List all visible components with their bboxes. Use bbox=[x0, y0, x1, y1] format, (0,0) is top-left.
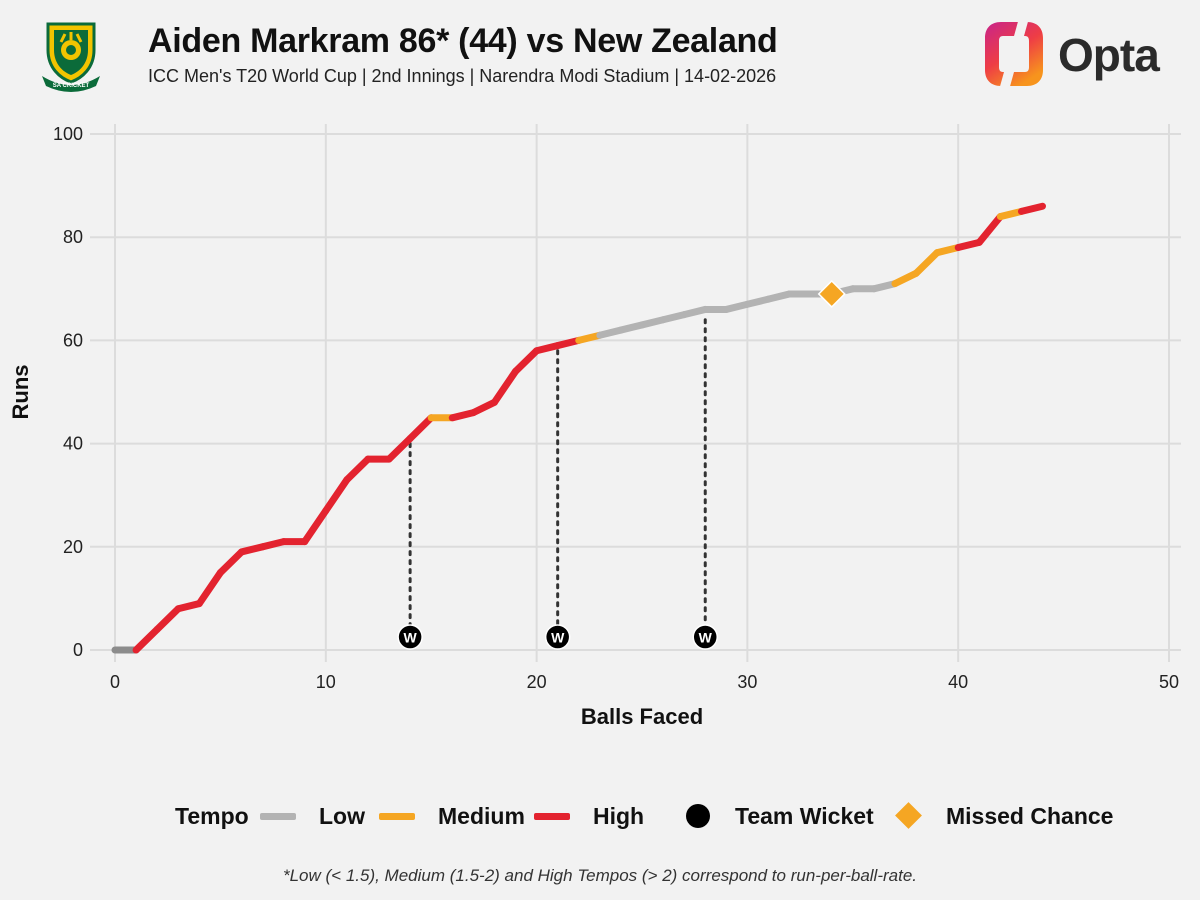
runs-segment-medium bbox=[891, 269, 920, 288]
svg-text:SA CRICKET: SA CRICKET bbox=[53, 83, 90, 89]
y-tick-label: 0 bbox=[73, 640, 83, 660]
runs-segment-high bbox=[406, 414, 435, 442]
runs-segment-high bbox=[512, 347, 541, 375]
runs-segment-high bbox=[343, 455, 372, 484]
team-wicket-marker bbox=[397, 624, 423, 650]
legend-low-label: Low bbox=[319, 803, 365, 829]
runs-segment-medium bbox=[912, 249, 941, 277]
runs-segment-medium bbox=[933, 244, 962, 257]
y-tick-label: 80 bbox=[63, 227, 83, 247]
x-tick-label: 40 bbox=[948, 672, 968, 692]
runs-segment-low bbox=[680, 305, 709, 319]
runs-segment-high bbox=[237, 543, 267, 556]
x-tick-label: 0 bbox=[110, 672, 120, 692]
runs-segment-high bbox=[533, 342, 562, 355]
x-tick-label: 30 bbox=[737, 672, 757, 692]
team-wicket-label: W bbox=[551, 630, 565, 646]
legend-medium-swatch bbox=[379, 813, 415, 820]
legend-wicket-label: Team Wicket bbox=[735, 803, 874, 829]
runs-segment-high bbox=[490, 367, 520, 406]
runs-segment-high bbox=[174, 600, 203, 613]
runs-segment-high bbox=[954, 238, 983, 252]
footnote: *Low (< 1.5), Medium (1.5-2) and High Te… bbox=[282, 866, 918, 885]
page-title: Aiden Markram 86* (44) vs New Zealand bbox=[148, 22, 778, 60]
gridlines bbox=[90, 124, 1181, 662]
wicket-guide-lines bbox=[408, 318, 707, 626]
y-tick-label: 40 bbox=[63, 434, 83, 454]
y-tick-label: 60 bbox=[63, 330, 83, 350]
opta-logo-icon bbox=[985, 18, 1043, 90]
opta-brand-name: Opta bbox=[1058, 29, 1160, 81]
runs-segment-high bbox=[975, 213, 1004, 246]
team-wicket-marker bbox=[544, 624, 571, 650]
runs-segment-high bbox=[1017, 202, 1047, 215]
runs-segment-high bbox=[132, 625, 161, 654]
runs-segment-low bbox=[596, 326, 625, 339]
legend-missed-chance-marker-icon bbox=[895, 802, 922, 829]
sa-cricket-protea-logo: SA CRICKET bbox=[42, 22, 100, 92]
runs-segment-low bbox=[638, 316, 667, 329]
runs-segment-low bbox=[617, 321, 646, 334]
runs-segment-high bbox=[448, 409, 477, 422]
team-wicket-label: W bbox=[699, 630, 713, 646]
chart-legend: Tempo Low Medium High Team Wicket Missed… bbox=[0, 798, 1200, 834]
legend-missed-chance-label: Missed Chance bbox=[946, 803, 1114, 829]
team-wicket-label: W bbox=[404, 630, 418, 646]
x-axis-title: Balls Faced bbox=[581, 704, 703, 729]
y-tick-label: 100 bbox=[53, 124, 83, 144]
runs-segment-high bbox=[554, 336, 583, 350]
runs-line-series bbox=[111, 202, 1047, 654]
axis-ticks: 0 10 20 30 40 50 0 20 40 60 80 100 bbox=[53, 124, 1179, 692]
missed-chance-marker bbox=[817, 279, 846, 309]
runs-segment-high bbox=[469, 398, 498, 417]
runs-segment-high bbox=[259, 538, 288, 551]
team-wicket-marker bbox=[692, 624, 718, 650]
runs-segment-low bbox=[743, 295, 772, 308]
x-tick-label: 10 bbox=[316, 672, 336, 692]
runs-segment-low bbox=[722, 300, 751, 313]
page-subtitle: ICC Men's T20 World Cup | 2nd Innings | … bbox=[148, 66, 777, 86]
runs-segment-high bbox=[216, 548, 245, 577]
x-tick-label: 50 bbox=[1159, 672, 1179, 692]
runs-segment-medium bbox=[575, 331, 604, 344]
legend-low-swatch bbox=[260, 813, 296, 820]
runs-segment-low bbox=[659, 311, 688, 324]
runs-segment-high bbox=[385, 434, 414, 463]
runs-segment-high bbox=[195, 569, 224, 608]
runs-segment-low bbox=[870, 280, 899, 293]
runs-segment-low bbox=[764, 290, 794, 303]
runs-segment-high bbox=[153, 605, 182, 633]
runs-segment-medium bbox=[996, 207, 1025, 221]
y-axis-title: Runs bbox=[8, 365, 33, 420]
legend-high-label: High bbox=[593, 803, 645, 829]
runs-segment-high bbox=[322, 476, 351, 515]
legend-wicket-marker-icon bbox=[686, 804, 710, 828]
chart-header: SA CRICKET Aiden Markram 86* (44) vs New… bbox=[0, 0, 1200, 110]
legend-tempo-label: Tempo bbox=[175, 803, 249, 829]
x-tick-label: 20 bbox=[527, 672, 547, 692]
y-tick-label: 20 bbox=[63, 537, 83, 557]
legend-medium-label: Medium bbox=[438, 803, 525, 829]
runs-segment-high bbox=[301, 507, 330, 546]
legend-high-swatch bbox=[534, 813, 570, 820]
